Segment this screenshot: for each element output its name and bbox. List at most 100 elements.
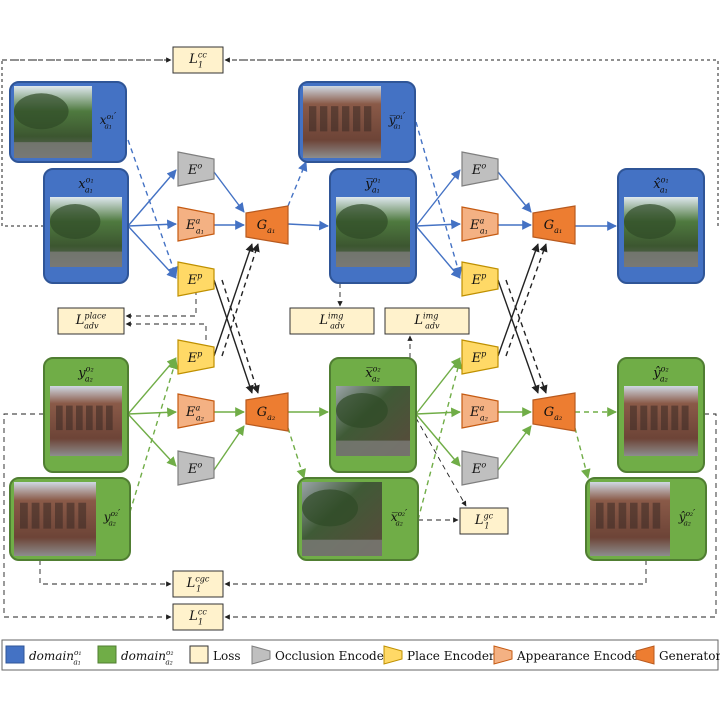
edge-ep-top-to-ga2 <box>213 279 254 394</box>
label-a1-main: xo₁ a₁ <box>78 176 93 195</box>
legend-domain-a1: domaino₁ a₁ <box>5 645 81 666</box>
photo-a1-prime <box>14 86 92 158</box>
edge-y-to-ea2 <box>127 407 177 418</box>
legend-swatch-place <box>383 645 403 665</box>
generator-a1-1: Ga₁ <box>245 205 289 245</box>
edge-eo-to-ga2 <box>213 425 245 471</box>
appearance-encoder-a1-1: Ea a₁ <box>177 206 215 242</box>
legend-domain-a2-label: domaino₂ a₂ <box>121 648 173 666</box>
edge-eo-to-ga1 <box>213 171 245 213</box>
occlusion-encoder-bottom-1: Eo <box>177 450 215 486</box>
place-encoder-top-2: Ep <box>461 261 499 297</box>
label-xhat-a1: x̂o₁ a₁ <box>653 176 668 195</box>
generator-a1-2-label: Ga₁ <box>544 218 562 235</box>
photo-a2-main <box>50 386 122 456</box>
conn-ep-to-ladv-place-1 <box>125 290 197 319</box>
legend-swatch-appearance <box>493 645 513 665</box>
label-xbar-a2-prime: x̅o₂′ a₂ <box>391 508 408 527</box>
edge-ep-bottom-to-ga1-dashed <box>221 243 260 357</box>
legend-domain-a2: domaino₂ a₂ <box>97 645 173 666</box>
label-yhat-a2: ŷo₂ a₂ <box>652 365 668 384</box>
domain-image-yhat-a2: ŷo₂ a₂ <box>617 357 705 473</box>
edge-eo2-to-ga1 <box>497 171 532 213</box>
legend-generator: Generator <box>635 645 720 665</box>
conn-y-to-l1cc <box>3 413 172 620</box>
edge-ep-top2-to-ga2-dashed <box>505 279 548 394</box>
edge-ybar-to-ep <box>415 225 461 279</box>
occlusion-encoder-top-2-label: Eo <box>471 162 487 178</box>
place-encoder-top-1: Ep <box>177 261 215 297</box>
place-encoder-top-1-label: Ep <box>187 272 203 288</box>
edge-ep-top-to-ga2-dashed <box>221 279 260 394</box>
loss-l1-cc-top-label: Lcc 1 <box>188 51 207 70</box>
label-ybar-a1: y̅o₁ a₁ <box>364 176 380 195</box>
appearance-encoder-a2-1-label: Ea a₂ <box>185 404 204 423</box>
conn-yhatprime-to-l1cgc <box>224 560 647 587</box>
legend-domain-a1-label: domaino₁ a₁ <box>29 648 81 666</box>
photo-xbar-a2 <box>336 386 410 456</box>
legend-swatch-generator <box>635 645 655 665</box>
legend-swatch-occlusion <box>251 645 271 665</box>
legend-loss: Loss <box>189 645 241 664</box>
loss-adv-img-2: Limg adv <box>384 307 470 335</box>
edge-ep-top2-to-ga2 <box>497 279 540 394</box>
legend-frame <box>1 639 719 671</box>
label-a1-prime: xo₁′ a₁ <box>100 111 117 130</box>
photo-a1-main <box>49 197 122 267</box>
legend-place-label: Place Encoder <box>407 649 495 663</box>
loss-l1-cgc: Lcgc 1 <box>172 570 224 598</box>
appearance-encoder-a2-1: Ea a₂ <box>177 393 215 429</box>
conn-xbar-to-l1gc <box>415 417 467 507</box>
edge-x-to-ea1 <box>127 219 177 230</box>
edge-x-to-ep <box>127 225 177 279</box>
appearance-encoder-a1-2-label: Ea a₁ <box>469 217 488 236</box>
place-encoder-bottom-2-label: Ep <box>471 350 487 366</box>
loss-l1-cc-bottom: Lcc 1 <box>172 603 224 631</box>
loss-adv-img-2-label: Limg adv <box>413 312 440 331</box>
photo-ybar-a1 <box>336 197 410 267</box>
place-encoder-bottom-1-label: Ep <box>187 350 203 366</box>
edges-layer <box>1 57 719 620</box>
edge-ep-bottom2-to-ga1 <box>497 243 540 357</box>
conn-yprime-to-l1cgc <box>39 560 172 587</box>
appearance-encoder-a2-2-label: Ea a₂ <box>469 404 488 423</box>
edge-ybar-to-eo <box>415 169 461 227</box>
edge-ga2-to-yhatprime <box>574 427 591 479</box>
photo-a2-prime <box>14 482 96 556</box>
generator-a2-1: Ga₂ <box>245 392 289 432</box>
loss-l1-cc-bottom-label: Lcc 1 <box>188 608 207 627</box>
edge-ybar-to-ea1 <box>415 219 461 230</box>
domain-image-xhat-a1: x̂o₁ a₁ <box>617 168 705 284</box>
label-xbar-a2: x̅o₂ a₂ <box>365 365 380 384</box>
edge-ep-bottom2-to-ga1-dashed <box>505 243 548 357</box>
edge-xbar-to-ea2 <box>415 407 461 418</box>
legend-appearance-label: Appearance Encoder <box>516 649 645 663</box>
occlusion-encoder-top-1-label: Eo <box>187 162 203 178</box>
conn-ep-to-ladv-place-2 <box>125 321 207 340</box>
legend-appearance: Appearance Encoder <box>493 645 645 665</box>
nodes-layer: Eo Ea a₁ Ep Ep Ea a₂ Eo Eo Ea a₁ Ep Ep Ea a₂ Eo Ga₁ Ga₂ Ga… <box>9 46 707 631</box>
legend-place: Place Encoder <box>383 645 495 665</box>
domain-image-xbar-a2-prime: x̅o₂′ a₂ <box>297 477 419 561</box>
photo-yhat-a2 <box>624 386 698 456</box>
legend-occlusion: Occlusion Encoder <box>251 645 390 665</box>
domain-image-ybar-a1: y̅o₁ a₁ <box>329 168 417 284</box>
label-a2-prime: yo₂′ a₂ <box>103 508 121 527</box>
occlusion-encoder-bottom-2: Eo <box>461 450 499 486</box>
edge-xprime-to-ep <box>127 139 178 277</box>
legend-swatch-domain-a1 <box>5 645 25 664</box>
domain-image-a2-prime: yo₂′ a₂ <box>9 477 131 561</box>
conn-x-to-l1cc <box>1 59 170 227</box>
generator-a1-1-label: Ga₁ <box>257 218 275 235</box>
legend-occlusion-label: Occlusion Encoder <box>275 649 390 663</box>
loss-l1-gc-label: Lgc 1 <box>474 512 494 531</box>
conn-yhat-to-l1cc <box>224 413 717 620</box>
edge-xbarprime-to-ep <box>417 359 463 521</box>
loss-adv-place-label: Lplace adv <box>75 312 107 331</box>
domain-image-a1-main: xo₁ a₁ <box>43 168 129 284</box>
generator-a2-1-label: Ga₂ <box>257 405 275 422</box>
occlusion-encoder-bottom-1-label: Eo <box>187 461 203 477</box>
place-encoder-bottom-1: Ep <box>177 339 215 375</box>
appearance-encoder-a2-2: Ea a₂ <box>461 393 499 429</box>
legend-swatch-domain-a2 <box>97 645 117 664</box>
